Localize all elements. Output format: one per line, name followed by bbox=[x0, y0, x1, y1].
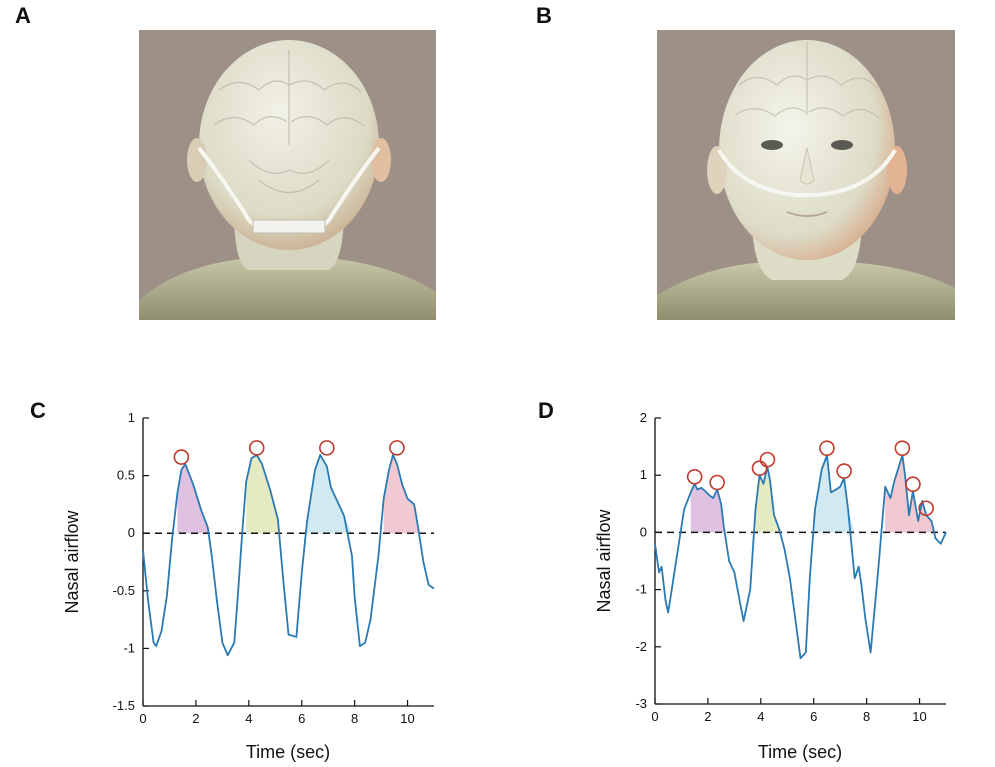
nasal-cannula bbox=[717, 148, 897, 197]
x-axis-title: Time (sec) bbox=[758, 742, 842, 762]
panel-label-a: A bbox=[15, 3, 31, 28]
y-tick-label: 0.5 bbox=[117, 468, 135, 483]
shoulders bbox=[139, 258, 436, 320]
head-front-illustration bbox=[657, 30, 955, 320]
y-tick-label: -1.5 bbox=[113, 698, 135, 713]
y-tick-label: 0 bbox=[640, 524, 647, 539]
x-tick-label: 4 bbox=[245, 711, 252, 726]
nasal-airflow-series bbox=[142, 454, 435, 657]
x-tick-label: 6 bbox=[810, 709, 817, 724]
y-tick-label: -0.5 bbox=[113, 583, 135, 598]
peak-marker bbox=[905, 476, 921, 493]
panel-label-d: D bbox=[538, 398, 554, 423]
peak-marker bbox=[759, 451, 776, 468]
right-eye bbox=[831, 140, 853, 150]
airflow-sensor bbox=[252, 219, 326, 234]
x-tick-label: 10 bbox=[912, 709, 926, 724]
mouth bbox=[786, 211, 828, 217]
x-tick-label: 2 bbox=[192, 711, 199, 726]
y-tick-label: -2 bbox=[635, 639, 647, 654]
peak-marker bbox=[173, 449, 190, 465]
y-tick-label: -3 bbox=[635, 696, 647, 711]
peak-marker bbox=[248, 440, 265, 456]
brain-folds bbox=[734, 42, 880, 119]
peak-marker bbox=[819, 440, 835, 456]
peak-marker bbox=[751, 460, 768, 477]
panel-label-c: C bbox=[30, 398, 46, 423]
peak-marker bbox=[836, 463, 852, 479]
y-tick-label: -1 bbox=[635, 582, 647, 597]
x-axis-title: Time (sec) bbox=[246, 742, 330, 762]
peak-marker bbox=[709, 474, 725, 491]
x-tick-label: 0 bbox=[651, 709, 658, 724]
nose bbox=[799, 147, 815, 185]
cannula-left bbox=[197, 146, 259, 230]
x-tick-label: 6 bbox=[298, 711, 305, 726]
peak-marker bbox=[389, 440, 405, 456]
y-tick-label: 1 bbox=[640, 467, 647, 482]
panel-label-b: B bbox=[536, 3, 552, 28]
x-tick-label: 2 bbox=[704, 709, 711, 724]
shaded-inhalation-3 bbox=[307, 454, 352, 534]
cannula-right bbox=[319, 146, 381, 230]
nasal-airflow-series bbox=[654, 454, 947, 660]
y-axis-title: Nasal airflow bbox=[62, 509, 82, 613]
x-tick-label: 10 bbox=[400, 711, 414, 726]
peak-marker bbox=[894, 440, 911, 456]
peak-marker bbox=[319, 440, 335, 456]
shaded-inhalation-1 bbox=[177, 464, 208, 534]
shaded-inhalation-4 bbox=[383, 454, 419, 534]
y-tick-label: 2 bbox=[640, 410, 647, 425]
y-axis-title: Nasal airflow bbox=[594, 508, 614, 612]
shaded-inhalation-4 bbox=[885, 455, 936, 533]
x-tick-label: 8 bbox=[863, 709, 870, 724]
shaded-inhalation-2 bbox=[246, 454, 278, 534]
x-tick-label: 4 bbox=[757, 709, 764, 724]
y-tick-label: 1 bbox=[128, 410, 135, 425]
peak-marker bbox=[918, 500, 934, 517]
y-tick-label: 0 bbox=[128, 525, 135, 540]
peak-marker bbox=[686, 468, 703, 485]
x-tick-label: 8 bbox=[351, 711, 358, 726]
shoulders bbox=[657, 262, 955, 320]
chart-d: -3 -2 -1 0 1 2 0 2 4 6 8 10 Time (sec) Nasal airflow bbox=[594, 410, 947, 762]
x-tick-label: 0 bbox=[139, 711, 146, 726]
shaded-inhalation-1 bbox=[690, 483, 724, 533]
left-eye bbox=[761, 140, 783, 150]
y-tick-label: -1 bbox=[123, 640, 135, 655]
head-back-illustration bbox=[139, 30, 436, 320]
brain-folds bbox=[213, 50, 365, 193]
shaded-inhalation-3 bbox=[815, 455, 855, 533]
